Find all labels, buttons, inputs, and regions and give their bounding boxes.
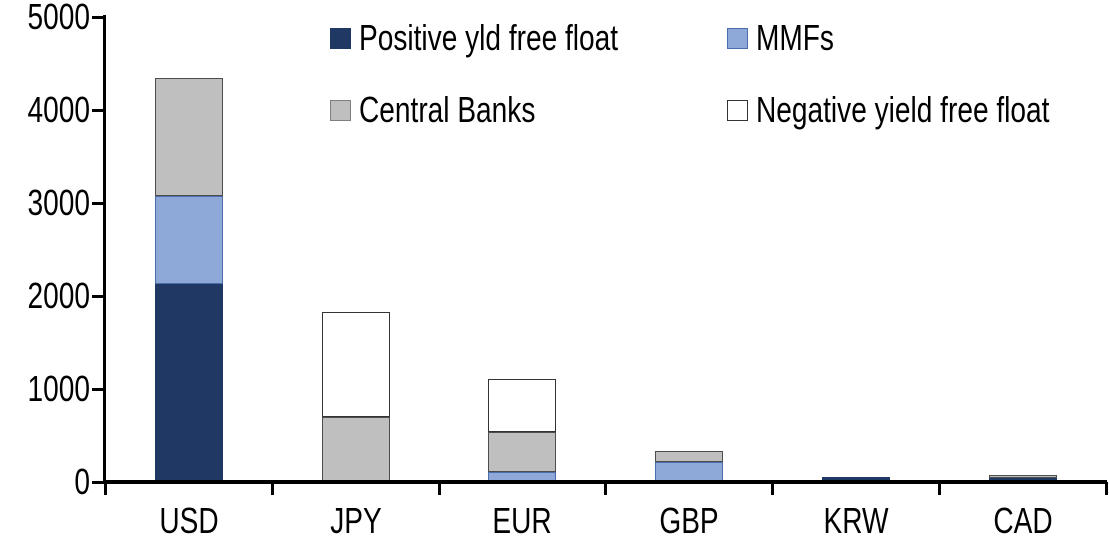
bar-segment-eur-negative-yield-free-float: [488, 378, 557, 432]
x-axis-category-label-jpy: JPY: [329, 500, 382, 541]
legend-label: MMFs: [756, 17, 834, 58]
x-axis-tick-mark: [771, 482, 775, 495]
x-axis-category-label-gbp: GBP: [659, 500, 719, 541]
y-axis-tick-label: 0: [74, 461, 90, 502]
y-axis-tick-mark: [92, 15, 105, 19]
legend-swatch-icon: [727, 27, 748, 49]
x-axis-tick-mark: [1104, 482, 1108, 495]
x-axis-category-label-cad: CAD: [993, 500, 1053, 541]
bar-segment-usd-central-banks: [154, 78, 223, 196]
y-axis-tick-label: 1000: [27, 368, 90, 409]
legend-label: Positive yld free float: [359, 17, 619, 58]
legend-swatch-icon: [727, 99, 748, 121]
x-axis-tick-mark: [437, 482, 441, 495]
x-axis-tick-mark: [937, 482, 941, 495]
x-axis-category-label-usd: USD: [159, 500, 219, 541]
y-axis-tick-label: 5000: [27, 0, 90, 37]
legend-swatch-icon: [330, 99, 351, 121]
x-axis-tick-mark: [103, 482, 107, 495]
legend-label: Central Banks: [359, 89, 536, 130]
legend-swatch-icon: [330, 27, 351, 49]
y-axis-tick-label: 2000: [27, 275, 90, 316]
legend-label: Negative yield free float: [756, 89, 1050, 130]
bar-segment-jpy-negative-yield-free-float: [321, 311, 390, 417]
y-axis-tick-mark: [92, 108, 105, 112]
x-axis-line: [103, 480, 1107, 484]
x-axis-category-label-eur: EUR: [492, 500, 553, 541]
y-axis-tick-label: 4000: [27, 89, 90, 130]
y-axis-tick-mark: [92, 387, 105, 391]
x-axis-tick-mark: [604, 482, 608, 495]
bar-segment-usd-mmfs: [154, 195, 223, 284]
y-axis-tick-mark: [92, 294, 105, 298]
y-axis-line: [103, 15, 106, 484]
x-axis-tick-mark: [270, 482, 274, 495]
x-axis-category-label-krw: KRW: [823, 500, 889, 541]
legend-item-mmfs: MMFs: [727, 20, 856, 56]
legend-item-central-banks: Central Banks: [330, 92, 585, 128]
y-axis-tick-label: 3000: [27, 182, 90, 223]
legend-item-positive-yld-free-float: Positive yld free float: [330, 20, 691, 56]
bar-segment-cad-central-banks: [988, 475, 1057, 479]
y-axis-tick-mark: [92, 480, 105, 484]
bar-segment-eur-central-banks: [488, 431, 557, 472]
bar-segment-gbp-central-banks: [655, 451, 724, 462]
bar-segment-usd-positive-yld-free-float: [154, 283, 223, 482]
bar-segment-jpy-central-banks: [321, 416, 390, 482]
legend-item-negative-yield-free-float: Negative yield free float: [727, 92, 1109, 128]
y-axis-tick-mark: [92, 201, 105, 205]
bar-segment-gbp-mmfs: [655, 462, 724, 482]
